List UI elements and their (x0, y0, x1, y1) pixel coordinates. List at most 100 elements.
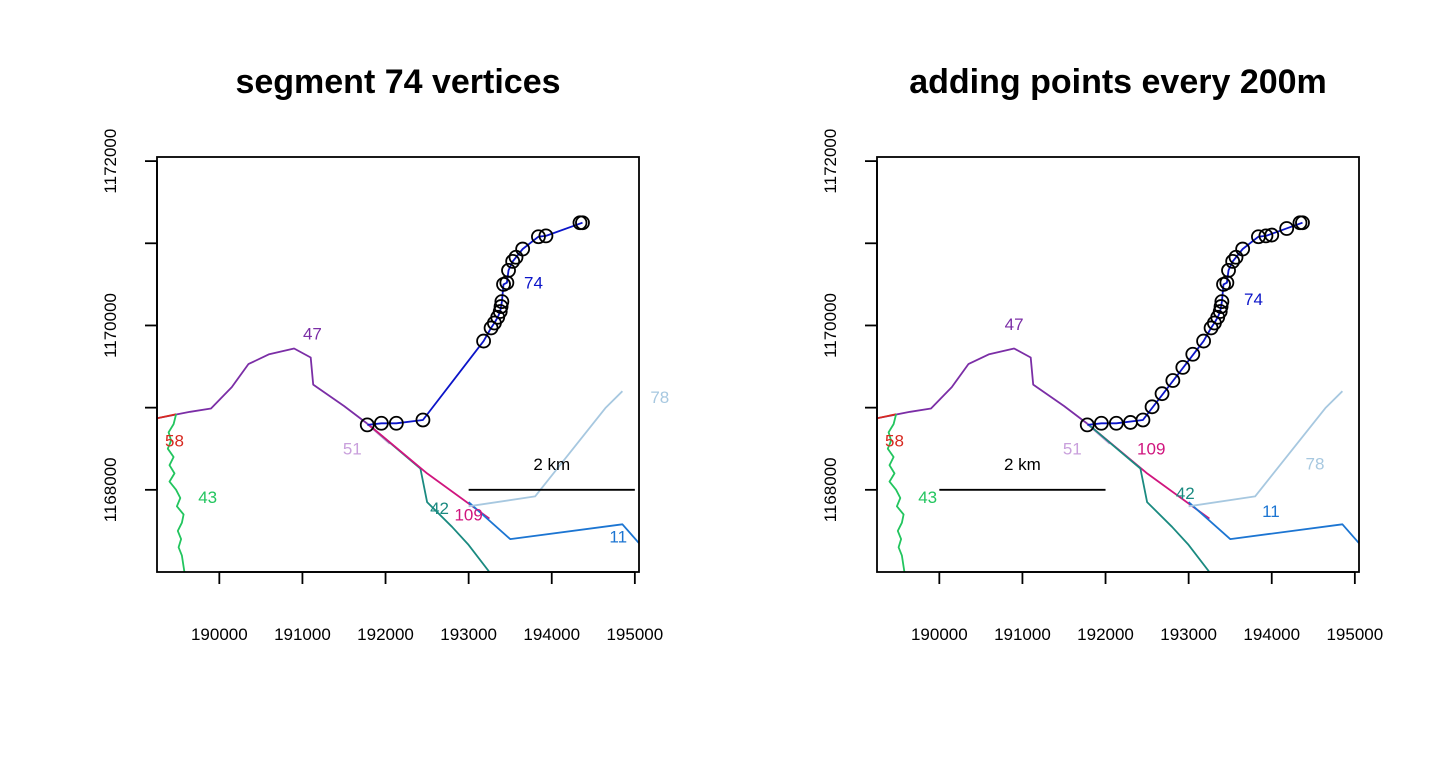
y-tick-label: 1168000 (101, 457, 120, 522)
x-tick-label: 192000 (1077, 625, 1134, 644)
chart-title: segment 74 vertices (235, 63, 560, 101)
series-line-74 (1087, 221, 1303, 426)
y-axis: 1168000 1170000 1172000 (821, 129, 878, 522)
vertex-marker (1165, 373, 1181, 388)
x-tick-label: 195000 (606, 625, 663, 644)
y-tick-label: 1170000 (101, 293, 120, 358)
plot-frame (156, 156, 640, 573)
x-tick-label: 191000 (274, 625, 331, 644)
y-axis: 1168000 1170000 1172000 (101, 129, 158, 522)
vertex-marker (494, 294, 510, 310)
x-axis: 190000 191000 192000 193000 194000 195000 (911, 571, 1383, 644)
vertex-marker (515, 241, 531, 257)
segment-label-78: 78 (650, 388, 669, 407)
vertex-marker (531, 229, 546, 245)
series-line-42 (1088, 424, 1211, 572)
chart-panel-1: segment 74 vertices 2 km 47 58 43 51 42 109 11 78… (101, 63, 669, 644)
vertex-marker (492, 304, 508, 319)
segment-label-109: 109 (1137, 440, 1165, 459)
vertex-marker (1175, 359, 1191, 375)
vertex-marker (505, 253, 521, 269)
vertex-marker (1258, 228, 1274, 244)
series-line-43 (886, 413, 906, 572)
segment-label-47: 47 (1005, 315, 1024, 334)
segment-label-11: 11 (609, 528, 627, 547)
vertex-marker (1235, 241, 1251, 257)
y-tick-label: 1172000 (821, 129, 840, 194)
vertex-marker (1154, 386, 1170, 402)
vertex-marker (572, 215, 588, 231)
segment-label-58: 58 (885, 432, 904, 451)
vertex-marker (1079, 417, 1095, 433)
x-tick-label: 194000 (523, 625, 580, 644)
series-line-109 (368, 424, 490, 520)
vertex-marker (1093, 415, 1109, 431)
vertex-marker (1213, 299, 1229, 314)
vertex-marker (1144, 399, 1160, 415)
vertex-marker (359, 417, 375, 433)
series-line-11 (468, 501, 639, 544)
segment-label-58: 58 (165, 432, 184, 451)
x-axis: 190000 191000 192000 193000 194000 195000 (191, 571, 663, 644)
vertex-marker (1108, 415, 1124, 431)
segment-label-11: 11 (1262, 502, 1280, 521)
x-tick-label: 191000 (994, 625, 1051, 644)
scale-bar-label: 2 km (1004, 455, 1041, 474)
x-tick-label: 190000 (191, 625, 248, 644)
series-line-78 (1188, 390, 1344, 508)
vertex-marker (388, 415, 404, 431)
vertex-marker (1225, 253, 1241, 269)
series-line-47 (877, 347, 1090, 426)
segment-label-42: 42 (430, 499, 449, 518)
vertex-marker (373, 415, 389, 431)
vertex-marker (476, 333, 491, 349)
vertex-marker (1185, 346, 1201, 362)
x-tick-label: 190000 (911, 625, 968, 644)
segment-label-74: 74 (1244, 290, 1263, 309)
vertex-marker (1135, 412, 1151, 428)
series-lines (877, 221, 1359, 572)
segment-label-109: 109 (454, 505, 482, 524)
vertex-marker (1212, 304, 1228, 319)
vertex-marker (538, 228, 554, 244)
series-line-58 (157, 413, 177, 420)
series-line-58 (877, 413, 897, 420)
vertex-marker (501, 263, 516, 278)
series-line-78 (468, 390, 624, 508)
series-line-11 (1188, 501, 1359, 544)
segment-label-51: 51 (1063, 440, 1082, 459)
segment-label-43: 43 (918, 488, 937, 507)
vertex-marker (1264, 227, 1280, 243)
vertex-marker (493, 299, 509, 314)
segment-label-78: 78 (1305, 455, 1324, 474)
chart-title: adding points every 200m (909, 63, 1327, 101)
segment-label-42: 42 (1176, 484, 1195, 503)
x-tick-label: 193000 (1160, 625, 1217, 644)
plot-frame (876, 156, 1360, 573)
segment-label-51: 51 (343, 440, 362, 459)
chart-panel-2: adding points every 200m 2 km 47 58 43 51 109 4… (821, 63, 1383, 644)
vertex-marker (1214, 294, 1230, 310)
y-tick-label: 1170000 (821, 293, 840, 358)
segment-label-74: 74 (524, 274, 543, 293)
series-lines (157, 221, 639, 572)
y-tick-label: 1168000 (821, 457, 840, 522)
vertex-marker (415, 412, 431, 428)
vertex-marker (1196, 333, 1211, 349)
vertex-markers (1079, 215, 1310, 433)
segment-label-43: 43 (198, 488, 217, 507)
scale-bar-label: 2 km (533, 455, 570, 474)
x-tick-label: 193000 (440, 625, 497, 644)
vertex-markers (359, 215, 590, 433)
x-tick-label: 192000 (357, 625, 414, 644)
segment-label-47: 47 (303, 325, 322, 344)
vertex-marker (1292, 215, 1308, 231)
series-line-47 (157, 347, 370, 426)
vertex-marker (1221, 263, 1236, 278)
vertex-marker (1279, 221, 1295, 236)
y-tick-label: 1172000 (101, 129, 120, 194)
series-line-74 (367, 221, 583, 426)
x-tick-label: 195000 (1326, 625, 1383, 644)
series-line-43 (166, 413, 186, 572)
